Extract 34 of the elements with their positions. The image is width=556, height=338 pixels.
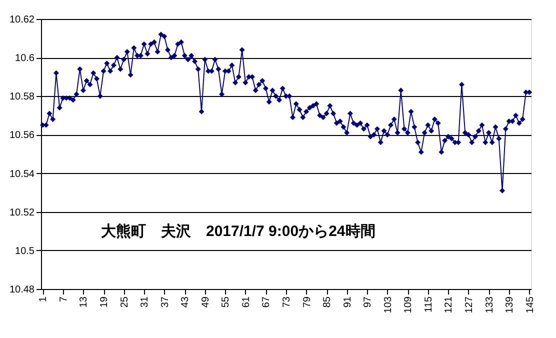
y-tick-label: 10.56 <box>9 130 35 142</box>
y-tick-label: 10.62 <box>9 14 35 26</box>
x-tick-label: 19 <box>99 296 110 308</box>
x-tick-label: 67 <box>261 296 272 308</box>
x-tick-label: 133 <box>484 296 496 314</box>
x-tick-label: 7 <box>58 296 70 302</box>
x-tick-label: 61 <box>240 296 252 308</box>
x-tick-label: 109 <box>403 296 414 314</box>
x-tick-label: 55 <box>220 296 232 308</box>
x-tick-label: 97 <box>362 296 374 308</box>
x-tick-label: 31 <box>140 296 151 308</box>
y-tick-label: 10.6 <box>15 53 35 64</box>
x-tick-label: 127 <box>464 296 475 314</box>
y-tick-label: 10.5 <box>15 246 35 257</box>
x-tick-label: 43 <box>180 296 192 308</box>
x-tick-label: 85 <box>322 296 334 308</box>
x-tick-label: 1 <box>38 296 50 302</box>
x-tick-label: 37 <box>160 296 171 308</box>
x-tick-label: 145 <box>524 296 536 314</box>
x-tick-label: 25 <box>119 296 130 308</box>
y-tick-label: 10.58 <box>9 92 35 103</box>
x-tick-label: 73 <box>282 296 292 308</box>
y-tick-label: 10.54 <box>9 168 35 180</box>
x-tick-label: 49 <box>200 296 212 308</box>
x-tick-label: 79 <box>302 296 313 308</box>
annotation: 大熊町 夫沢 2017/1/7 9:00から24時間 <box>101 223 376 240</box>
x-tick-label: 91 <box>342 296 354 308</box>
y-tick-label: 10.48 <box>9 284 35 296</box>
x-tick-label: 121 <box>444 296 455 314</box>
x-tick-label: 139 <box>504 296 516 314</box>
x-tick-label: 13 <box>78 296 90 308</box>
x-tick-label: 103 <box>382 296 394 314</box>
x-tick-label: 115 <box>423 296 434 312</box>
y-tick-label: 10.52 <box>9 207 35 218</box>
